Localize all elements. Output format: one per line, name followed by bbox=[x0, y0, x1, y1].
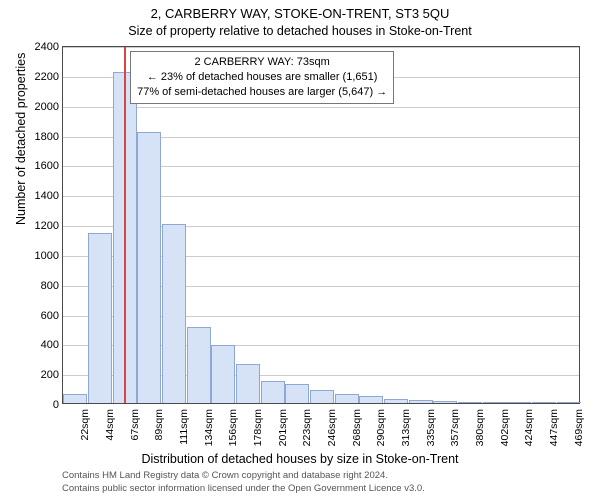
callout-line: ← 23% of detached houses are smaller (1,… bbox=[137, 70, 387, 85]
histogram-bar bbox=[557, 402, 581, 403]
x-tick-label: 44sqm bbox=[104, 409, 106, 441]
x-tick-label: 268sqm bbox=[351, 409, 353, 446]
histogram-bar bbox=[162, 224, 186, 403]
x-tick-label: 134sqm bbox=[203, 409, 205, 446]
gridline bbox=[63, 47, 579, 48]
histogram-bar bbox=[433, 401, 457, 403]
x-tick-label: 67sqm bbox=[129, 409, 131, 441]
histogram-bar bbox=[409, 400, 433, 403]
histogram-bar bbox=[483, 402, 507, 403]
y-tick-label: 800 bbox=[23, 280, 59, 292]
x-tick-label: 156sqm bbox=[227, 409, 229, 446]
x-tick-label: 357sqm bbox=[449, 409, 451, 446]
x-tick-label: 469sqm bbox=[573, 409, 575, 446]
plot-area: 0200400600800100012001400160018002000220… bbox=[62, 46, 580, 404]
histogram-bar bbox=[359, 396, 383, 403]
property-marker-line bbox=[124, 47, 126, 403]
histogram-bar bbox=[507, 402, 531, 403]
chart-title: 2, CARBERRY WAY, STOKE-ON-TRENT, ST3 5QU bbox=[0, 6, 600, 21]
x-tick-label: 290sqm bbox=[375, 409, 377, 446]
histogram-bar bbox=[211, 345, 235, 403]
histogram-bar bbox=[137, 132, 161, 403]
x-tick-label: 246sqm bbox=[326, 409, 328, 446]
x-tick-label: 380sqm bbox=[474, 409, 476, 446]
histogram-bar bbox=[335, 394, 359, 403]
y-tick-label: 1000 bbox=[23, 250, 59, 262]
callout-line: 77% of semi-detached houses are larger (… bbox=[137, 85, 387, 100]
histogram-bar bbox=[187, 327, 211, 403]
y-tick-label: 1200 bbox=[23, 220, 59, 232]
y-tick-label: 1800 bbox=[23, 131, 59, 143]
histogram-bar bbox=[384, 399, 408, 403]
y-tick-label: 600 bbox=[23, 310, 59, 322]
x-tick-label: 402sqm bbox=[499, 409, 501, 446]
histogram-bar bbox=[310, 390, 334, 403]
x-tick-label: 201sqm bbox=[277, 409, 279, 446]
x-tick-label: 447sqm bbox=[548, 409, 550, 446]
y-tick-label: 400 bbox=[23, 339, 59, 351]
histogram-bar bbox=[88, 233, 112, 403]
y-tick-label: 2000 bbox=[23, 101, 59, 113]
gridline bbox=[63, 107, 579, 108]
histogram-bar bbox=[532, 402, 556, 403]
y-tick-label: 2200 bbox=[23, 71, 59, 83]
x-axis-label: Distribution of detached houses by size … bbox=[0, 452, 600, 466]
property-histogram-chart: 2, CARBERRY WAY, STOKE-ON-TRENT, ST3 5QU… bbox=[0, 0, 600, 500]
y-tick-label: 0 bbox=[23, 399, 59, 411]
callout-line: 2 CARBERRY WAY: 73sqm bbox=[137, 55, 387, 70]
x-tick-label: 424sqm bbox=[523, 409, 525, 446]
x-tick-label: 22sqm bbox=[79, 409, 81, 441]
histogram-bar bbox=[63, 394, 87, 403]
footer-copyright-1: Contains HM Land Registry data © Crown c… bbox=[62, 470, 388, 481]
x-tick-label: 178sqm bbox=[252, 409, 254, 446]
y-tick-label: 200 bbox=[23, 369, 59, 381]
x-tick-label: 313sqm bbox=[400, 409, 402, 446]
x-tick-label: 223sqm bbox=[301, 409, 303, 446]
footer-copyright-2: Contains public sector information licen… bbox=[62, 483, 425, 494]
y-tick-label: 2400 bbox=[23, 41, 59, 53]
chart-subtitle: Size of property relative to detached ho… bbox=[0, 24, 600, 38]
histogram-bar bbox=[285, 384, 309, 403]
histogram-bar bbox=[458, 402, 482, 403]
histogram-bar bbox=[236, 364, 260, 403]
x-tick-label: 89sqm bbox=[153, 409, 155, 441]
x-tick-label: 111sqm bbox=[178, 409, 180, 445]
y-tick-label: 1400 bbox=[23, 190, 59, 202]
x-tick-label: 335sqm bbox=[425, 409, 427, 446]
histogram-bar bbox=[261, 381, 285, 403]
y-tick-label: 1600 bbox=[23, 160, 59, 172]
callout-box: 2 CARBERRY WAY: 73sqm← 23% of detached h… bbox=[130, 51, 394, 104]
